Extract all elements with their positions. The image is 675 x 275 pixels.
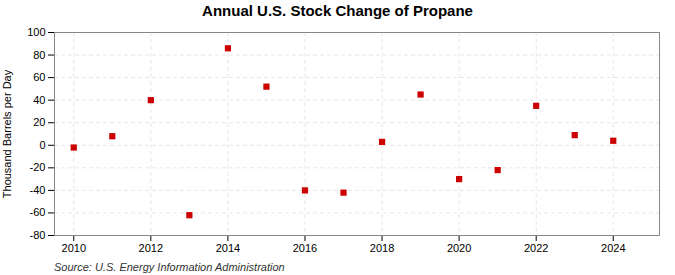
svg-text:2016: 2016 <box>293 242 317 254</box>
svg-text:100: 100 <box>27 26 45 38</box>
svg-text:2014: 2014 <box>216 242 240 254</box>
svg-text:-40: -40 <box>30 184 46 196</box>
svg-text:2022: 2022 <box>524 242 548 254</box>
svg-text:-20: -20 <box>30 161 46 173</box>
svg-text:2024: 2024 <box>601 242 625 254</box>
html-text:Annual U.S. Stock Change of Pr: Annual U.S. Stock Change of Propane <box>202 2 473 19</box>
svg-text:2012: 2012 <box>139 242 163 254</box>
svg-text:60: 60 <box>33 71 45 83</box>
svg-text:0: 0 <box>39 139 45 151</box>
svg-text:-80: -80 <box>30 229 46 241</box>
svg-text:2018: 2018 <box>370 242 394 254</box>
svg-text:Thousand Barrels per Day: Thousand Barrels per Day <box>1 69 13 198</box>
svg-text:80: 80 <box>33 49 45 61</box>
html-text:Source: U.S. Energy Informatio: Source: U.S. Energy Information Administ… <box>54 261 285 273</box>
svg-text:2010: 2010 <box>62 242 86 254</box>
svg-text:2020: 2020 <box>447 242 471 254</box>
svg-text:40: 40 <box>33 94 45 106</box>
svg-text:20: 20 <box>33 116 45 128</box>
svg-text:-60: -60 <box>30 206 46 218</box>
